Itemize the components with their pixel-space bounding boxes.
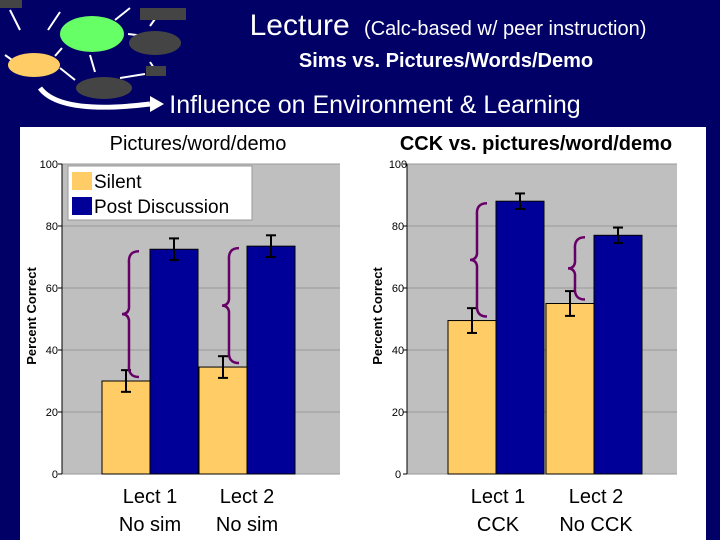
category-label: No sim	[119, 514, 181, 536]
diagram-box-top-right	[140, 8, 186, 20]
chart-right-category-labels: Lect 1 CCK Lect 2 No CCK	[471, 486, 634, 536]
chart-left-braces	[121, 246, 240, 379]
category-label: CCK	[477, 514, 520, 536]
chart-left: Pictures/word/demo 0 20 40 60 80 100 Percent …	[24, 133, 340, 536]
category-label: No CCK	[559, 514, 633, 536]
chart-right-bars	[447, 192, 643, 475]
chart-right-y-ticks: 0 20 40 60 80 100	[389, 159, 408, 481]
bar-post-discussion	[593, 234, 643, 475]
y-tick-label: 20	[392, 407, 404, 419]
y-tick-label: 80	[392, 221, 404, 233]
legend-label-post-discussion: Post Discussion	[94, 197, 229, 218]
bar-silent	[545, 303, 595, 475]
bar-silent	[101, 380, 151, 475]
chart-left-bars	[101, 234, 296, 475]
y-tick-label: 20	[46, 407, 58, 419]
error-bar	[515, 192, 525, 210]
diagram-node-dark-bottom	[76, 77, 132, 99]
improvement-brace	[121, 250, 140, 379]
error-bar	[169, 237, 179, 262]
y-tick-label: 60	[46, 283, 58, 295]
y-tick-label: 0	[52, 469, 58, 481]
chart-right-y-axis-label: Percent Correct	[370, 267, 385, 365]
chart-left-title: Pictures/word/demo	[110, 133, 287, 155]
diagram-node-yellow	[8, 53, 60, 77]
diagram-curved-arrow	[37, 86, 151, 110]
diagram-box-top-left	[0, 0, 22, 8]
chart-right-braces	[469, 201, 586, 318]
category-label: Lect 1	[471, 486, 525, 508]
error-bar	[467, 307, 477, 334]
bar-post-discussion	[495, 200, 545, 475]
chart-left-y-ticks: 0 20 40 60 80 100	[40, 159, 63, 481]
title-sub: (Calc-based w/ peer instruction)	[364, 18, 646, 40]
improvement-brace	[221, 246, 240, 365]
error-bar	[266, 234, 276, 258]
y-tick-label: 40	[392, 345, 404, 357]
section-title: Influence on Environment & Learning	[169, 91, 580, 119]
bar-post-discussion	[246, 245, 296, 475]
error-bar	[565, 290, 575, 317]
category-label: Lect 1	[123, 486, 177, 508]
bar-post-discussion	[149, 248, 199, 475]
process-diagram-graphic	[0, 0, 186, 112]
chart-left-y-axis-label: Percent Correct	[24, 267, 39, 365]
improvement-brace	[567, 236, 586, 301]
category-label: No sim	[216, 514, 278, 536]
legend-swatch-silent	[72, 172, 92, 190]
bar-silent	[198, 366, 248, 475]
y-tick-label: 0	[395, 469, 401, 481]
error-bar	[218, 355, 228, 379]
chart-left-category-labels: Lect 1 No sim Lect 2 No sim	[119, 486, 278, 536]
legend-label-silent: Silent	[94, 172, 142, 193]
y-tick-label: 60	[392, 283, 404, 295]
diagram-node-green	[60, 16, 124, 52]
diagram-node-dark-right	[129, 31, 181, 55]
bar-silent	[447, 320, 497, 475]
legend-box	[67, 165, 253, 221]
chart-right: CCK vs. pictures/word/demo 020406080100 …	[370, 133, 677, 536]
error-bar	[613, 226, 623, 245]
diagram-arrowhead	[150, 96, 164, 112]
chart-left-legend: Silent Post Discussion	[67, 165, 253, 221]
chart-right-title: CCK vs. pictures/word/demo	[400, 133, 672, 155]
diagram-box-bottom-right	[146, 66, 166, 76]
y-tick-label: 100	[389, 159, 407, 171]
title-main: Lecture	[250, 9, 350, 42]
improvement-brace	[469, 201, 488, 318]
category-label: Lect 2	[569, 486, 623, 508]
y-tick-label: 40	[46, 345, 58, 357]
slide-subtitle: Sims vs. Pictures/Words/Demo	[299, 50, 593, 72]
category-label: Lect 2	[220, 486, 274, 508]
legend-swatch-post-discussion	[72, 197, 92, 215]
y-tick-label: 80	[46, 221, 58, 233]
slide-title: Lecture (Calc-based w/ peer instruction)	[250, 9, 647, 42]
y-tick-label: 100	[40, 159, 58, 171]
